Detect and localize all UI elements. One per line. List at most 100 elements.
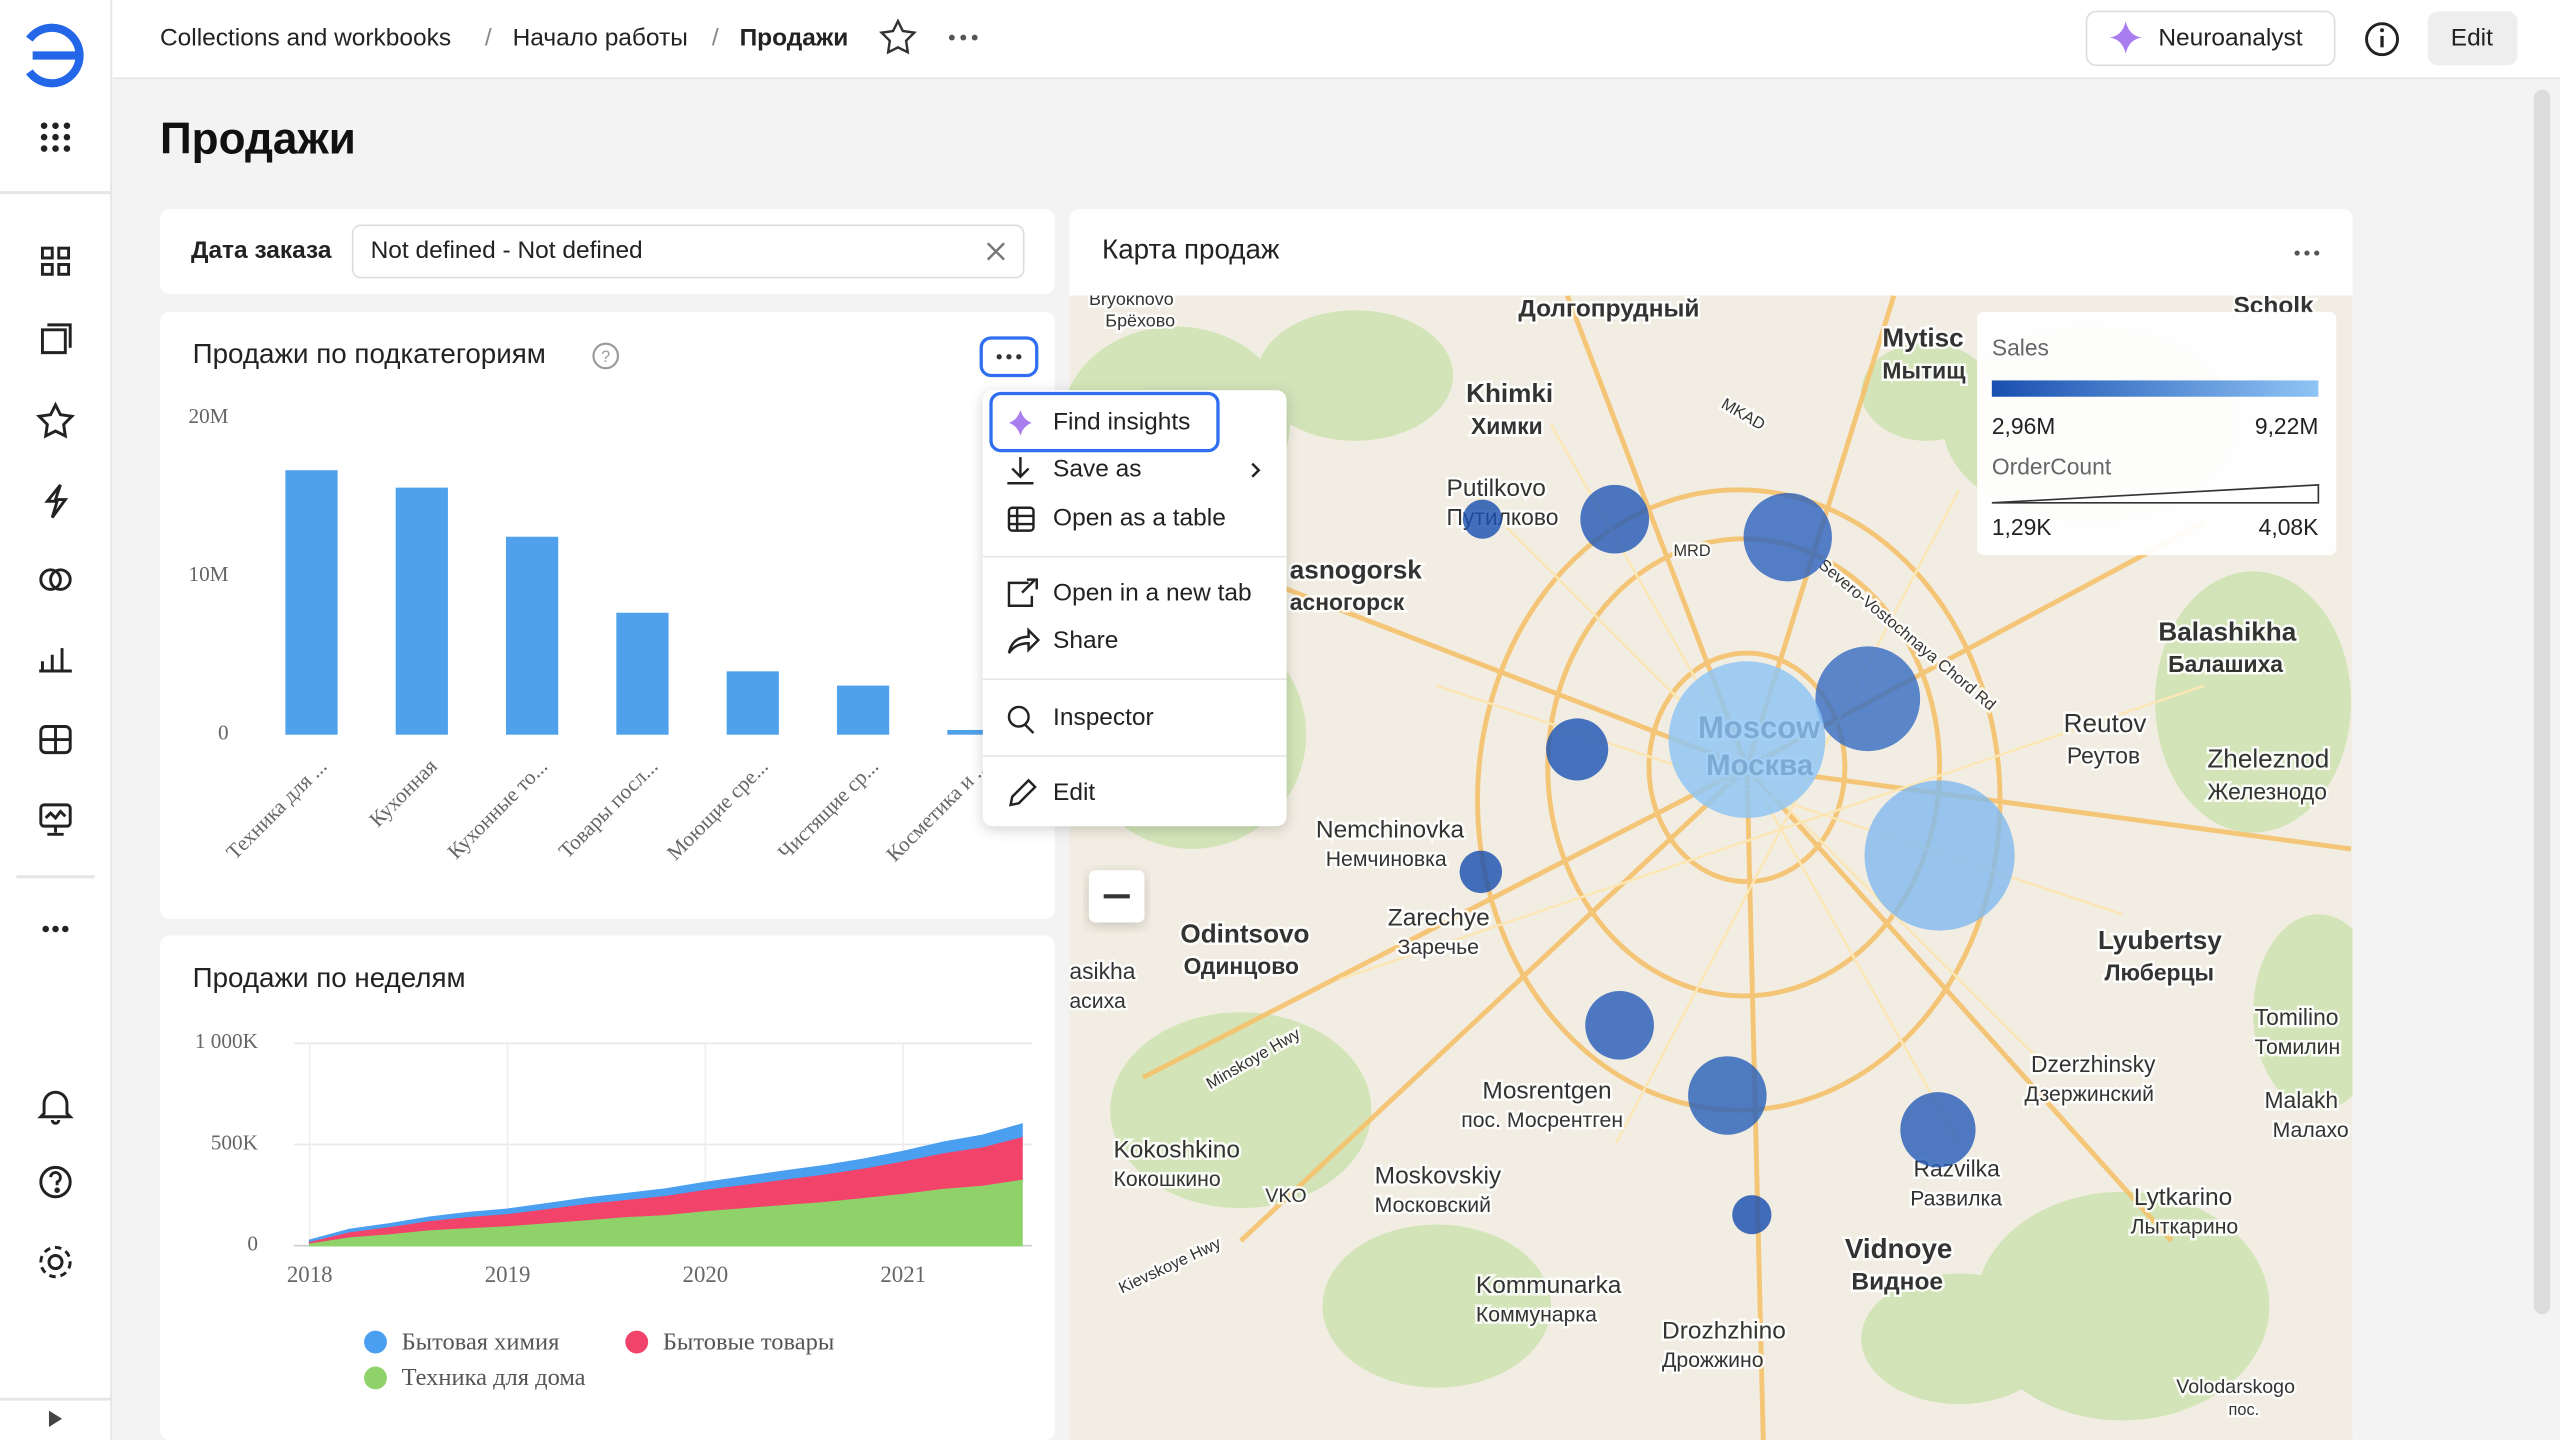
map-label: Dzerzhinsky [2031,1051,2156,1077]
breadcrumb-separator: / [712,25,719,52]
map-label: Zarechye [1388,905,1490,932]
bar [727,671,779,734]
sidebar [0,0,111,1440]
bubble [1900,1092,1975,1167]
map-label: Mosrentgen [1482,1078,1611,1105]
breadcrumb-separator: / [485,25,492,52]
map-label: Khimki [1466,378,1553,408]
map-label: Реутов [2067,743,2140,769]
bubble [1815,646,1920,751]
legend-label: Бытовые товары [663,1328,834,1355]
bubble [1732,1195,1771,1234]
map-label: Lytkarino [2134,1184,2232,1211]
map-label: Kokoshkino [1113,1136,1240,1163]
menu-item[interactable]: Find insights [1053,408,1190,435]
bar [837,686,889,735]
map-label: Лыткарино [2131,1215,2239,1238]
legend-max: 9,22M [2255,413,2319,439]
map-label: Балашиха [2168,651,2283,677]
map-label: асногорск [1290,589,1405,615]
y-tick-label: 20M [188,404,228,428]
menu-item[interactable]: Save as [1053,456,1141,483]
svg-text:?: ? [601,348,610,366]
x-tick-label: 2019 [485,1262,531,1287]
menu-item[interactable]: Inspector [1053,704,1154,731]
neuroanalyst-label: Neuroanalyst [2158,25,2302,52]
map-label: Balashikha [2158,616,2296,646]
map-label: MRD [1673,542,1710,560]
more-button[interactable] [949,35,978,41]
menu-item[interactable]: Open in a new tab [1053,580,1252,607]
legend-max: 4,08K [2259,514,2319,540]
map-label: Московский [1375,1194,1491,1217]
map-label: Reutov [2064,708,2147,738]
map-label: Moskovskiy [1375,1163,1502,1190]
bubble [1580,485,1649,554]
bubble [1669,661,1826,818]
y-tick-label: 0 [218,721,229,745]
widget-title: Продажи по подкатегориям [193,338,546,369]
x-tick-label: 2021 [880,1262,926,1287]
widget-title: Карта продаж [1102,234,1280,265]
map-label: Малахо [2273,1119,2349,1142]
apps-icon[interactable] [41,122,70,151]
map-label: Volodarskogo [2176,1376,2295,1398]
map-label: Lyubertsy [2098,925,2222,955]
bubble [1688,1056,1767,1135]
map-label: Кокошкино [1113,1168,1220,1191]
x-tick-label: 2020 [683,1262,729,1287]
map-label: Видное [1851,1269,1943,1296]
filter-value: Not defined - Not defined [371,237,643,264]
widget-title: Продажи по неделям [193,962,466,993]
map-label: asikha [1069,958,1135,984]
map-label: пос. [2229,1401,2260,1419]
map-label: Drozhzhino [1662,1318,1786,1345]
map-label: Mytisc [1882,322,1963,352]
map-label: Nemchinovka [1316,816,1465,843]
map-label: Vidnoye [1845,1233,1952,1264]
map-label: Долгопрудный [1518,296,1699,323]
map-label: Odintsovo [1180,918,1309,948]
menu-item[interactable]: Share [1053,627,1118,654]
breadcrumb-current: Продажи [740,25,849,52]
more-icon[interactable] [42,926,68,933]
map-label: Немчиновка [1326,848,1447,871]
menu-item[interactable]: Open as a table [1053,505,1226,532]
bubble [1546,718,1608,780]
map-label: Брёхово [1105,310,1175,330]
bar [285,470,337,734]
map-label: Железнодо [2207,779,2327,805]
breadcrumb[interactable]: Начало работы [513,25,688,52]
legend-min: 2,96M [1992,413,2056,439]
y-tick-label: 500K [211,1130,259,1154]
legend-title: Sales [1992,334,2049,360]
edit-label: Edit [2451,25,2493,52]
map-label: Заречье [1398,936,1479,959]
sales-gradient [1992,380,2319,396]
menu-item[interactable]: Edit [1053,779,1095,806]
map-label: Развилка [1910,1188,2002,1211]
map-label: пос. Мосрентген [1461,1109,1623,1132]
map-label: Putilkovo [1447,475,1546,502]
y-tick-label: 1 000K [195,1029,259,1053]
scrollbar[interactable] [2534,90,2550,1314]
map-label: Дзержинский [2024,1083,2154,1106]
breadcrumb[interactable]: Collections and workbooks [160,25,451,52]
bar [616,613,668,735]
map-label: VKO [1265,1185,1306,1207]
bubble [1463,500,1502,539]
map-label: Томилин [2255,1036,2341,1059]
widget-menu-button[interactable] [2295,250,2320,255]
map-label: Коммунарка [1476,1304,1597,1327]
y-tick-label: 0 [247,1232,258,1256]
legend-swatch [625,1331,648,1354]
bubble [1460,851,1502,893]
map-label: Люберцы [2104,960,2214,986]
map-label: asnogorsk [1290,554,1423,584]
x-tick-label: 2018 [287,1262,333,1287]
legend-swatch [364,1331,387,1354]
map-label: Одинцово [1184,953,1299,979]
filter-label: Дата заказа [191,237,332,264]
